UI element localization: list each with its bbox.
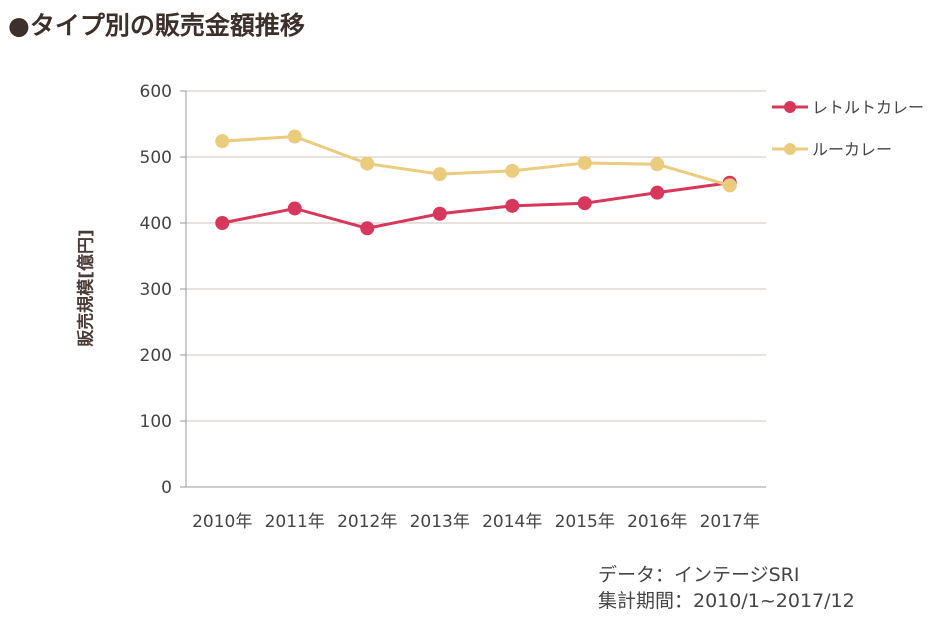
x-tick-label: 2013年 — [410, 512, 470, 532]
data-point — [722, 178, 737, 193]
data-point — [287, 129, 302, 144]
x-tick-label: 2015年 — [555, 512, 615, 532]
data-point — [577, 155, 592, 170]
x-tick-label: 2016年 — [627, 512, 687, 532]
x-tick-label: 2010年 — [192, 512, 252, 532]
chart-title: ●タイプ別の販売金額推移 — [8, 11, 305, 40]
source-note: データ：インテージSRI 集計期間：2010/1~2017/12 — [598, 562, 855, 614]
legend-marker — [784, 101, 796, 113]
data-point — [505, 198, 520, 213]
y-tick-label: 100 — [140, 412, 172, 432]
data-point — [577, 196, 592, 211]
y-tick-label: 300 — [140, 280, 172, 300]
data-point — [432, 167, 447, 182]
data-point — [505, 163, 520, 178]
source-line: データ：インテージSRI — [598, 564, 800, 586]
y-tick-label: 600 — [140, 82, 172, 102]
data-point — [215, 216, 230, 230]
data-point — [432, 206, 447, 221]
data-point — [650, 185, 665, 200]
x-tick-label: 2014年 — [482, 512, 542, 532]
legend-marker — [784, 143, 796, 155]
x-tick-label: 2012年 — [337, 512, 397, 532]
series-line — [221, 181, 730, 230]
legend-label: ルーカレー — [812, 140, 892, 159]
x-tick-label: 2017年 — [700, 512, 760, 532]
y-tick-label: 0 — [161, 478, 172, 498]
y-tick-label: 500 — [140, 148, 172, 168]
y-tick-label: 400 — [140, 214, 172, 234]
legend-label: レトルトカレー — [812, 98, 924, 117]
y-tick-label: 200 — [140, 346, 172, 366]
data-point — [215, 134, 230, 149]
x-tick-label: 2011年 — [265, 512, 325, 532]
series-line — [222, 135, 731, 187]
data-point — [360, 221, 375, 236]
period-line: 集計期間：2010/1~2017/12 — [598, 590, 855, 612]
data-point — [650, 157, 665, 172]
data-point — [287, 201, 302, 216]
data-point — [360, 156, 375, 171]
